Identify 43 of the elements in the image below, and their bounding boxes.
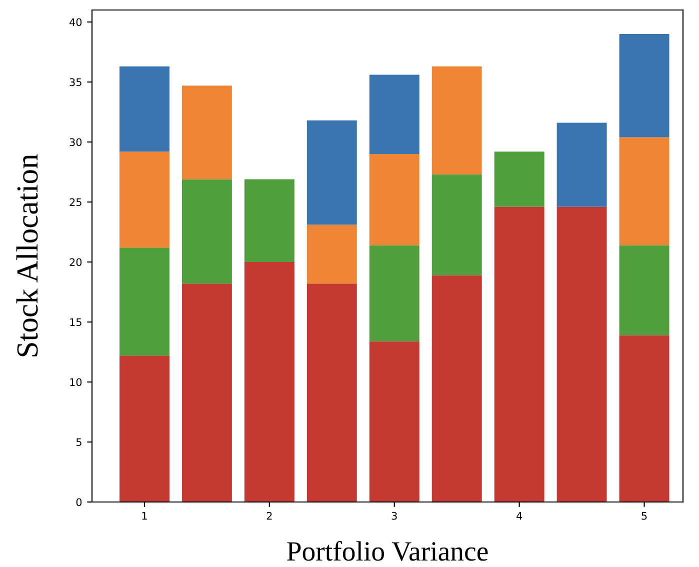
bar — [432, 174, 482, 276]
x-tick-label: 3 — [392, 512, 397, 520]
x-tick-label: 4 — [516, 512, 522, 520]
bar — [619, 245, 670, 336]
x-axis-title: Portfolio Variance — [287, 540, 488, 561]
y-tick-label: 30 — [70, 138, 82, 146]
bar — [182, 86, 232, 180]
y-axis-title: Stock Allocation — [16, 154, 38, 356]
bar — [244, 262, 294, 502]
bar — [369, 154, 420, 246]
y-tick-label: 10 — [70, 378, 82, 386]
bar — [432, 275, 482, 502]
bar — [619, 137, 670, 246]
bar — [369, 74, 420, 154]
bar — [306, 284, 357, 502]
y-tick-label: 25 — [70, 198, 82, 206]
y-tick-label: 35 — [70, 78, 82, 86]
bar — [369, 341, 420, 502]
bar — [619, 34, 670, 138]
x-tick-label: 5 — [642, 512, 647, 520]
y-tick-label: 20 — [70, 258, 82, 266]
y-tick-label: 15 — [70, 318, 82, 326]
bar — [494, 206, 544, 502]
x-tick-label: 1 — [142, 512, 147, 520]
bar — [119, 66, 170, 152]
bar — [119, 152, 170, 248]
y-tick-label: 40 — [70, 18, 82, 26]
bar — [119, 248, 170, 356]
bar — [556, 206, 607, 502]
bar — [619, 335, 670, 502]
bar — [432, 66, 482, 174]
bar — [182, 179, 232, 284]
bar — [369, 245, 420, 342]
bar — [494, 152, 544, 207]
y-tick-label: 0 — [76, 498, 82, 506]
y-tick-label: 5 — [76, 438, 82, 446]
bar — [306, 120, 357, 225]
bar — [182, 284, 232, 502]
bar — [244, 179, 294, 262]
bar — [119, 356, 170, 502]
x-tick-label: 2 — [266, 512, 272, 520]
bar — [556, 122, 607, 207]
bar — [306, 224, 357, 284]
